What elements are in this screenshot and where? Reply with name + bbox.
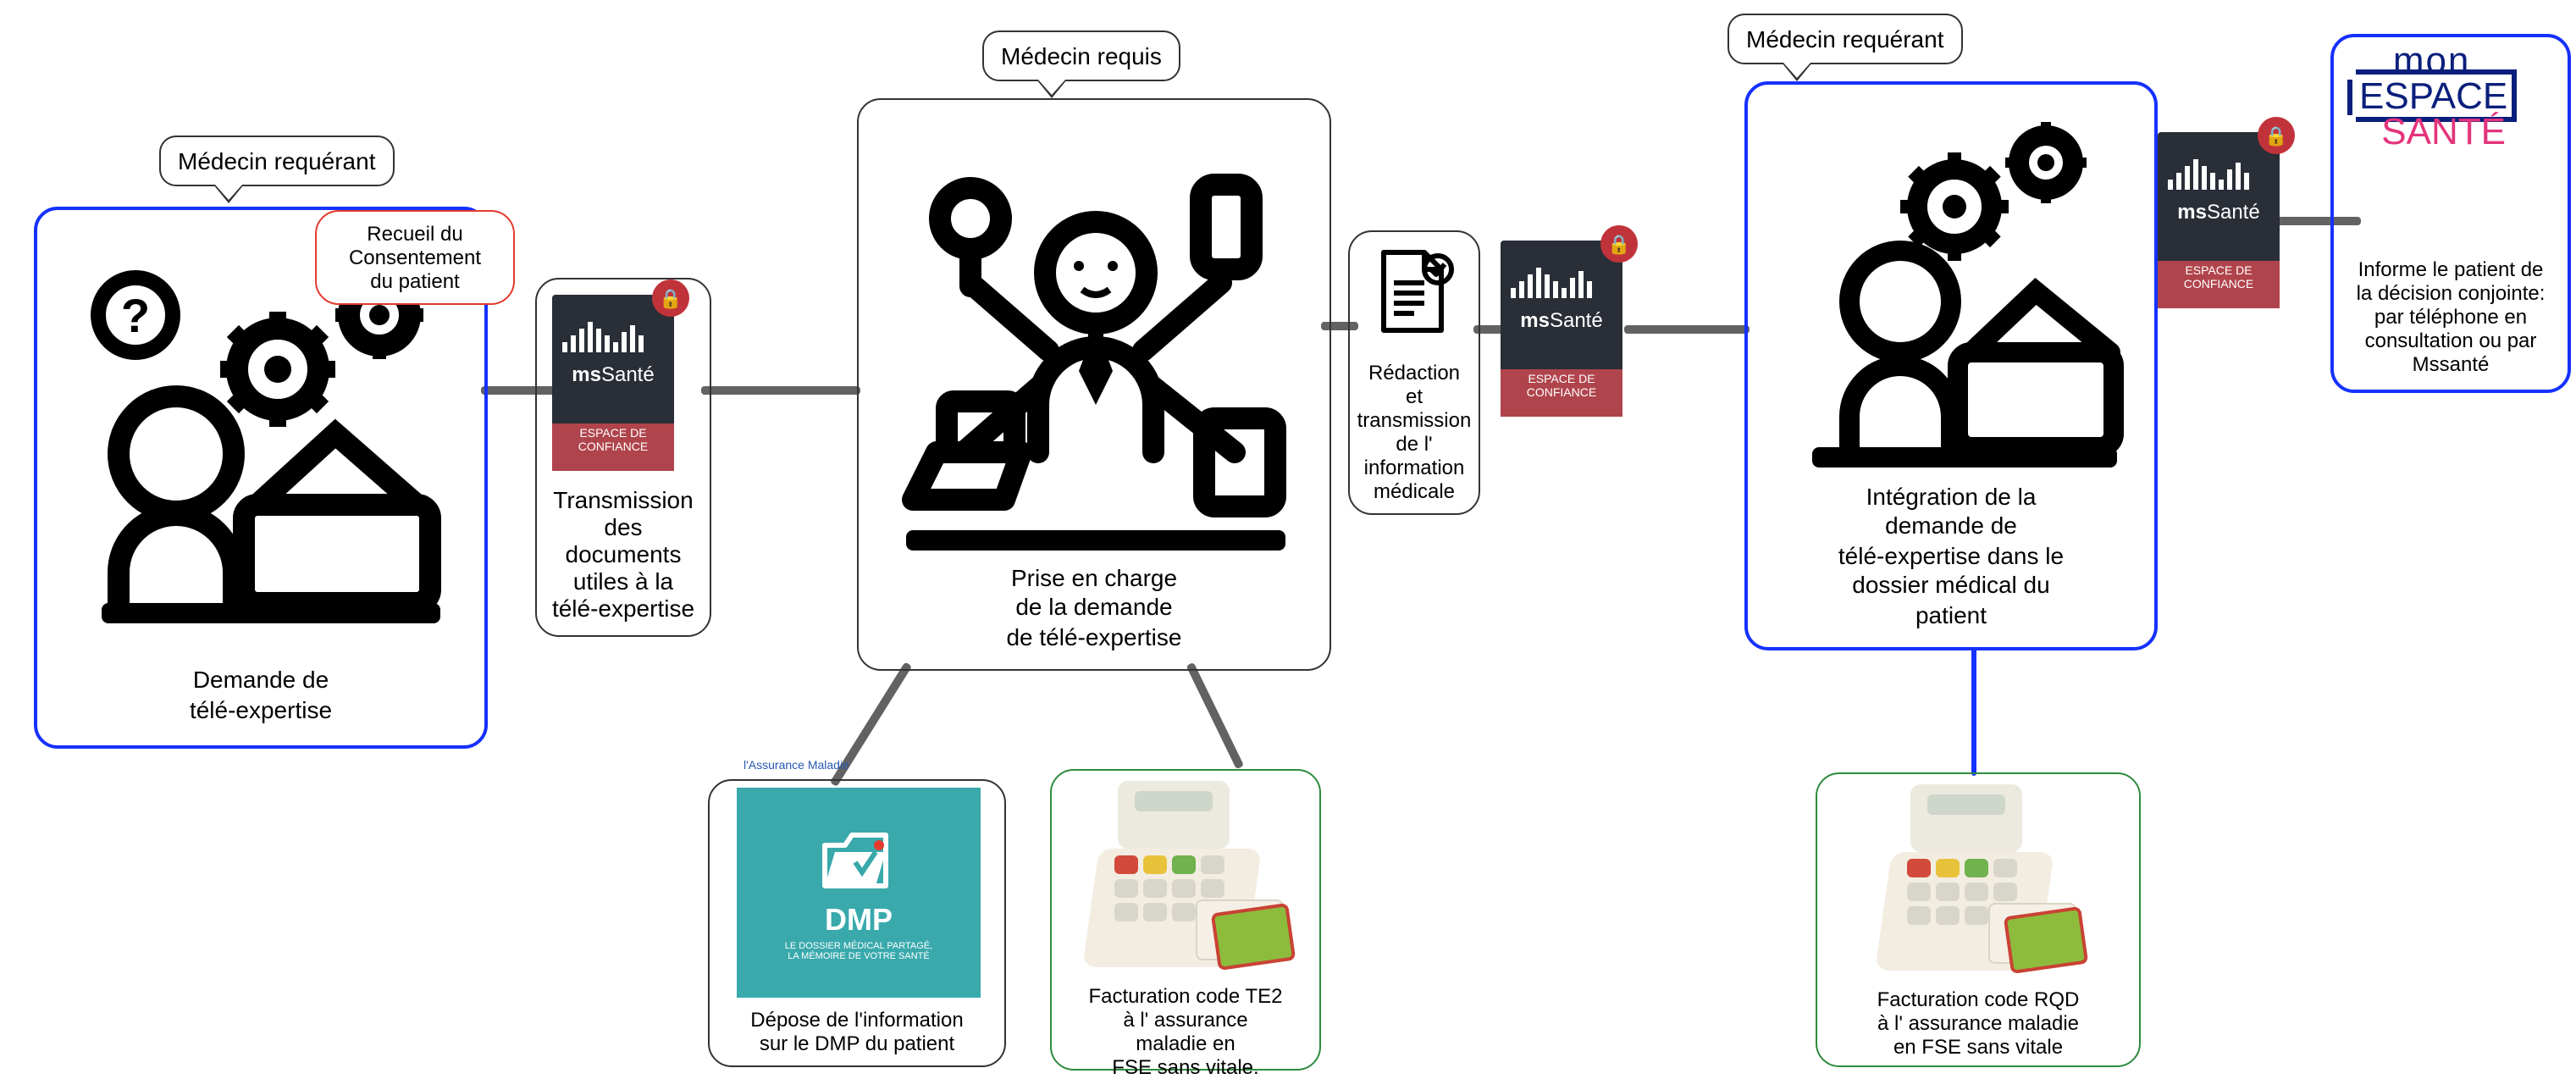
callout-requis: Médecin requis xyxy=(982,30,1180,81)
card-terminal-icon xyxy=(1873,784,2083,981)
dmp-logo: l'Assurance Maladie DMP LE DOSSIER MÉDIC… xyxy=(737,788,981,998)
icon-doctor-working xyxy=(1772,102,2137,481)
box-transmission-label: Transmission des documents utiles à la t… xyxy=(544,486,703,622)
box-redaction: Rédaction et transmission de l' informat… xyxy=(1348,230,1480,515)
panel-prise-en-charge: Prise en charge de la demande de télé-ex… xyxy=(857,98,1331,671)
lock-icon: 🔒 xyxy=(1600,225,1638,263)
box-mes-label: Informe le patient de la décision conjoi… xyxy=(2344,257,2557,376)
lock-icon: 🔒 xyxy=(2258,117,2295,154)
card-terminal-icon xyxy=(1081,781,1291,977)
box-dmp-label: Dépose de l'information sur le DMP du pa… xyxy=(716,1008,998,1055)
conn-trans-panel2 xyxy=(701,386,860,395)
icon-doctor-multitask xyxy=(872,113,1319,564)
mssante-badge-2: 🔒 msSanté ESPACE DECONFIANCE xyxy=(1501,241,1622,417)
diagram-canvas: Médecin requérant Médecin requis Médecin… xyxy=(0,0,2576,1071)
panel-demande-caption: Demande de télé-expertise xyxy=(37,666,484,725)
panel-integration: Intégration de la demande de télé-expert… xyxy=(1744,81,2158,650)
panel-prise-caption: Prise en charge de la demande de télé-ex… xyxy=(859,563,1329,652)
box-te2: Facturation code TE2 à l' assurance mala… xyxy=(1050,769,1321,1071)
assurance-maladie-label: l'Assurance Maladie xyxy=(744,761,849,772)
callout-label: Médecin requérant xyxy=(1746,25,1944,53)
box-consent: Recueil du Consentement du patient xyxy=(315,210,515,305)
box-transmission: Transmission des documents utiles à la t… xyxy=(535,278,711,637)
callout-label: Médecin requérant xyxy=(178,147,376,174)
box-rqd-label: Facturation code RQD à l' assurance mala… xyxy=(1817,988,2139,1059)
callout-label: Médecin requis xyxy=(1001,42,1162,69)
mssante-badge-3: 🔒 msSanté ESPACE DECONFIANCE xyxy=(2158,132,2280,308)
panel-integration-caption: Intégration de la demande de télé-expert… xyxy=(1748,482,2154,630)
conn-panel2-te2 xyxy=(1186,662,1245,770)
document-check-icon xyxy=(1374,246,1458,342)
box-te2-label: Facturation code TE2 à l' assurance mala… xyxy=(1052,984,1319,1079)
conn-panel3-rqd xyxy=(1971,647,1976,776)
box-redaction-label: Rédaction et transmission de l' informat… xyxy=(1353,361,1475,503)
box-dmp: l'Assurance Maladie DMP LE DOSSIER MÉDIC… xyxy=(708,779,1006,1067)
box-rqd: Facturation code RQD à l' assurance mala… xyxy=(1816,772,2141,1067)
callout-requerant-2: Médecin requérant xyxy=(1727,14,1963,64)
callout-requerant-1: Médecin requérant xyxy=(159,136,395,186)
box-mes: mon ESPACE SANTÉ Informe le patient de l… xyxy=(2330,34,2571,393)
mon-espace-sante-logo: mon ESPACE SANTÉ xyxy=(2347,44,2516,150)
conn-mss2-panel3 xyxy=(1624,325,1750,334)
svg-text:?: ? xyxy=(121,289,150,342)
